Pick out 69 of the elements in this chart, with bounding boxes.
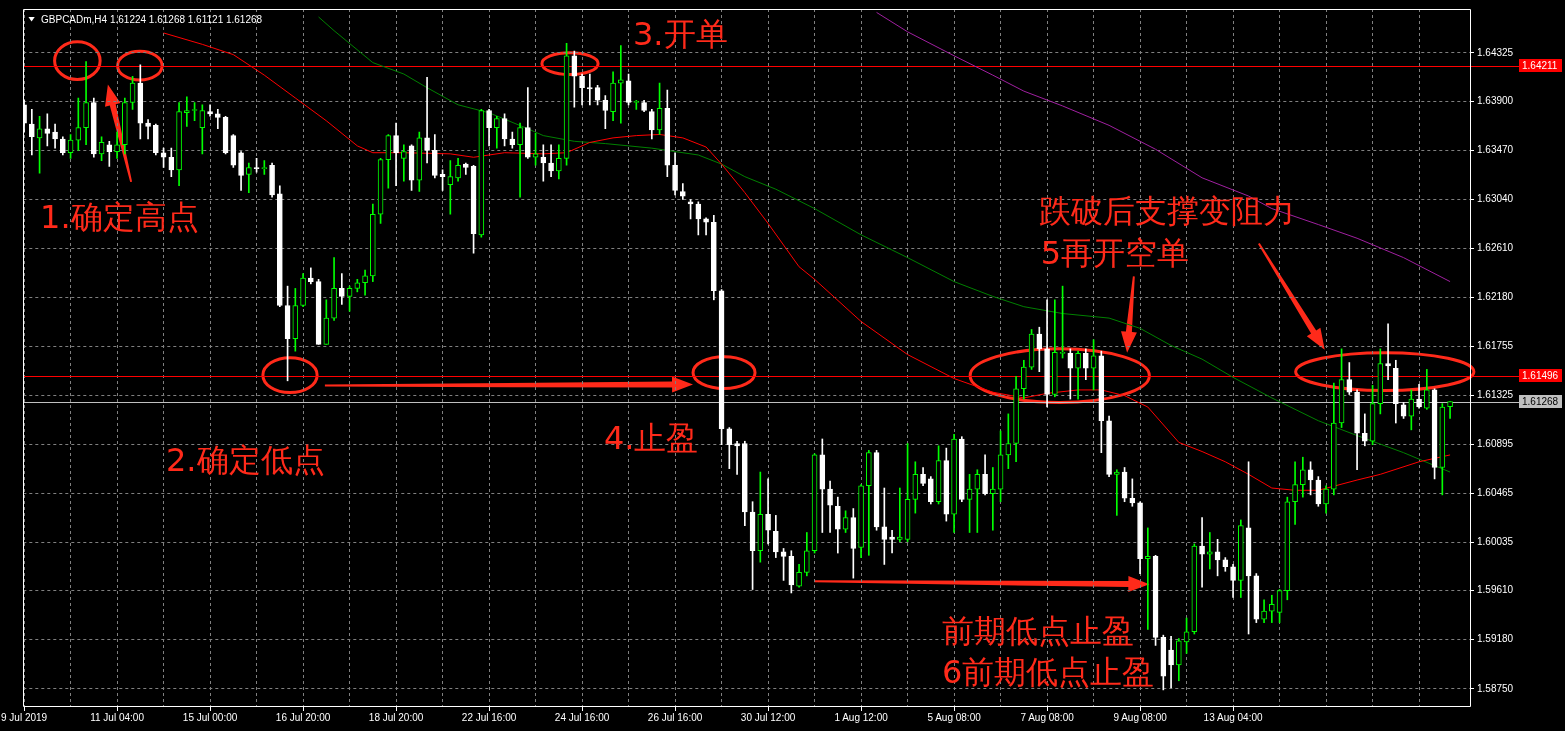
candlestick	[990, 467, 996, 531]
candlestick	[703, 217, 709, 236]
annotation: 4.止盈	[603, 418, 699, 457]
ref-line-label: 1.61268	[1522, 395, 1559, 407]
y-tick-label: 1.60035	[1477, 535, 1514, 547]
candlestick	[447, 160, 454, 215]
x-tick-label: 26 Jul 16:00	[647, 711, 703, 723]
x-tick-label: 1 Aug 12:00	[834, 711, 889, 723]
candlestick	[1206, 532, 1213, 570]
candlestick	[548, 144, 554, 177]
x-tick-label: 30 Jul 12:00	[740, 711, 796, 723]
y-tick-label: 1.62610	[1477, 242, 1514, 254]
candlestick	[1113, 469, 1120, 516]
candlestick	[215, 109, 221, 130]
y-tick-label: 1.59180	[1477, 633, 1514, 645]
candlestick	[881, 487, 888, 565]
candlestick	[1005, 413, 1012, 469]
y-tick-label: 1.63470	[1477, 144, 1514, 156]
x-tick-label: 24 Jul 16:00	[554, 711, 610, 723]
y-tick-label: 1.59610	[1477, 584, 1514, 596]
x-tick-label: 15 Jul 00:00	[182, 711, 238, 723]
x-tick-label: 9 Aug 08:00	[1113, 711, 1168, 723]
candlestick	[44, 113, 51, 147]
candlestick	[1144, 527, 1151, 630]
annotation: 5再开空单	[1040, 233, 1190, 272]
candlestick	[540, 144, 547, 182]
text: GBPCADm,H4 1.61224 1.61268 1.61121 1.61268	[41, 13, 263, 25]
ref-line-label: 1.61496	[1522, 369, 1559, 381]
y-tick-label: 1.62180	[1477, 291, 1514, 303]
y-tick-label: 1.64325	[1477, 46, 1514, 58]
candlestick	[1385, 323, 1391, 380]
candlestick	[261, 160, 268, 175]
candlestick	[889, 529, 895, 554]
candlestick	[184, 96, 190, 127]
x-tick-label: 9 Jul 2019	[1, 711, 48, 723]
annotation: 1.确定高点	[40, 197, 199, 236]
y-tick-label: 1.63040	[1477, 193, 1514, 205]
x-tick-label: 16 Jul 20:00	[275, 711, 331, 723]
annotation: 3.开单	[632, 15, 728, 54]
candlestick	[897, 487, 903, 542]
candlestick	[618, 45, 624, 124]
candlestick	[1199, 517, 1205, 588]
x-tick-label: 13 Aug 04:00	[1203, 711, 1263, 723]
x-tick-label: 22 Jul 16:00	[461, 711, 517, 723]
annotation: 跌破后支撑变阻力	[1038, 191, 1295, 230]
candlestick	[587, 73, 593, 106]
y-tick-label: 1.61755	[1477, 339, 1514, 351]
candlestick	[145, 119, 151, 140]
x-tick-label: 5 Aug 08:00	[927, 711, 982, 723]
x-tick-label: 11 Jul 04:00	[90, 711, 145, 723]
y-tick-label: 1.63900	[1477, 95, 1514, 107]
candlestick	[75, 97, 82, 151]
candlestick	[207, 104, 213, 117]
candlestick	[1129, 478, 1136, 507]
annotation: 2.确定低点	[166, 441, 325, 480]
candlestick	[517, 122, 523, 198]
candlestick	[401, 144, 407, 182]
y-tick-label: 1.60465	[1477, 486, 1514, 498]
y-tick-label: 1.61325	[1477, 388, 1514, 400]
candlestick	[424, 77, 430, 164]
x-tick-label: 18 Jul 20:00	[368, 711, 424, 723]
y-tick-label: 1.58750	[1477, 682, 1514, 694]
x-tick-label: 7 Aug 08:00	[1020, 711, 1075, 723]
annotation: 前期低点止盈	[942, 612, 1135, 651]
annotation: 6前期低点止盈	[942, 653, 1155, 692]
ref-line-label: 1.64211	[1522, 60, 1558, 72]
candlestick	[734, 440, 740, 475]
y-tick-label: 1.60895	[1477, 437, 1514, 449]
candlestick	[974, 469, 981, 533]
